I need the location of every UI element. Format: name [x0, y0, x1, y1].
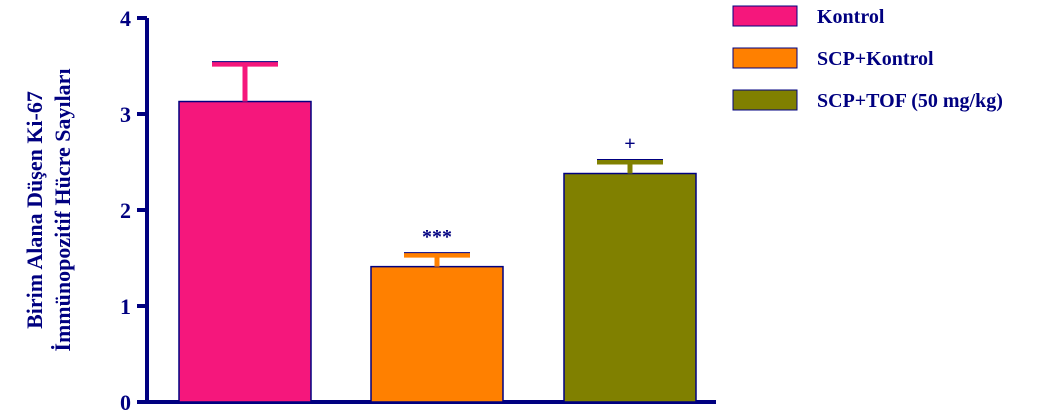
legend-label-1: Kontrol	[817, 6, 885, 28]
legend-swatch-1	[732, 5, 798, 27]
significance-label-2: ***	[422, 226, 452, 248]
significance-label-3: +	[624, 133, 635, 155]
y-axis-title-line-1: Birim Alana Düşen Ki-67	[22, 91, 47, 329]
y-tick-label: 4	[120, 6, 131, 31]
bar-1	[178, 100, 312, 403]
y-tick-label: 0	[120, 390, 131, 415]
bar-3	[563, 172, 697, 403]
bar-2	[370, 265, 504, 403]
legend-label-2: SCP+Kontrol	[817, 48, 934, 70]
y-tick-label: 2	[120, 198, 131, 223]
y-tick-label: 3	[120, 102, 131, 127]
legend-swatch-2	[732, 47, 798, 69]
y-axis-title: Birim Alana Düşen Ki-67 İmmünopozitif Hü…	[22, 68, 75, 351]
legend-swatch-3	[732, 89, 798, 111]
legend: Kontrol SCP+Kontrol SCP+TOF (50 mg/kg)	[732, 5, 1003, 112]
plot-area: 0 1 2 3 4 *** +	[120, 6, 716, 415]
y-tick-label: 1	[120, 294, 131, 319]
legend-label-3: SCP+TOF (50 mg/kg)	[817, 90, 1003, 112]
y-axis-title-line-2: İmmünopozitif Hücre Sayıları	[50, 68, 75, 351]
